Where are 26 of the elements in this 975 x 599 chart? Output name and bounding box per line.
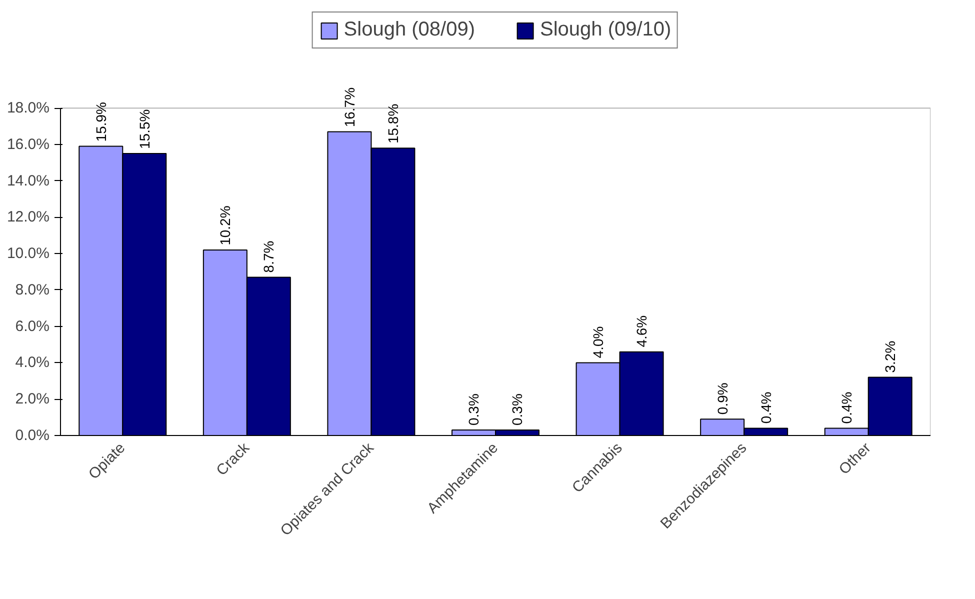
data-label: 15.9% [92, 102, 109, 142]
legend-label: Slough (09/10) [540, 18, 672, 42]
data-label: 0.4% [758, 392, 774, 424]
y-tick-label: 0.0% [15, 427, 50, 444]
y-tick-label: 18.0% [6, 100, 50, 117]
data-label: 8.7% [260, 240, 277, 273]
data-label: 16.7% [341, 87, 358, 128]
data-label: 0.3% [509, 394, 526, 426]
data-label: 4.0% [590, 326, 606, 358]
data-label: 10.2% [217, 206, 234, 246]
data-label: 4.6% [634, 315, 650, 348]
data-label: 3.2% [882, 340, 898, 373]
y-tick-label: 2.0% [15, 390, 50, 408]
y-tick-label: 8.0% [15, 281, 50, 298]
data-label: 0.4% [838, 392, 855, 424]
y-tick-label: 6.0% [15, 318, 50, 335]
y-tick-label: 12.0% [6, 208, 50, 226]
data-label: 0.9% [714, 382, 730, 415]
y-tick-label: 10.0% [6, 245, 50, 262]
y-tick-label: 16.0% [6, 136, 50, 153]
y-tick-label: 14.0% [6, 172, 50, 190]
y-tick-label: 4.0% [15, 354, 50, 372]
legend-label: Slough (08/09) [344, 18, 475, 42]
data-label: 15.5% [136, 109, 152, 149]
data-label: 0.3% [466, 394, 482, 426]
data-label: 15.8% [384, 104, 401, 144]
